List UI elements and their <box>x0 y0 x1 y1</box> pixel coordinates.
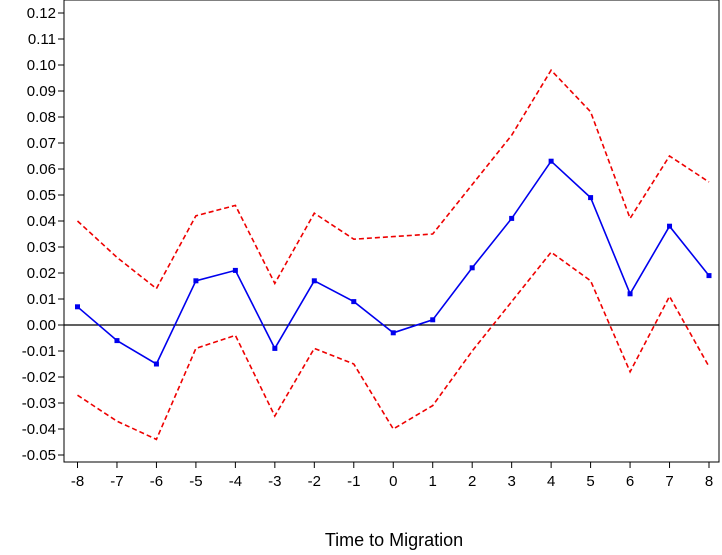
y-tick-label: 0.08 <box>27 109 56 126</box>
series-layer <box>75 68 712 441</box>
data-point-estimate <box>588 195 594 201</box>
x-tick-label: 3 <box>507 473 515 490</box>
y-tick-label: -0.03 <box>22 395 56 412</box>
data-point-estimate <box>548 158 554 164</box>
data-point-estimate <box>430 317 436 323</box>
x-tick-label: -4 <box>229 473 242 490</box>
y-axis-ticks: 0.12 0.11 0.10 0.09 0.08 0.07 0.06 0.05 0.04 0.03… <box>22 5 64 464</box>
data-point-estimate <box>667 223 673 229</box>
x-tick-label: 8 <box>705 473 713 490</box>
y-tick-label: 0.03 <box>27 239 56 256</box>
y-tick-label: 0.02 <box>27 265 56 282</box>
x-tick-label: -2 <box>308 473 321 490</box>
data-point-estimate <box>153 361 159 367</box>
x-tick-label: 4 <box>547 473 555 490</box>
x-tick-label: 6 <box>626 473 634 490</box>
y-tick-label: 0.11 <box>28 31 56 48</box>
y-tick-label: -0.04 <box>22 421 56 438</box>
y-tick-label: -0.05 <box>22 447 56 464</box>
series-line-lower-ci <box>77 251 710 441</box>
data-point-estimate <box>75 304 80 310</box>
x-tick-label: 2 <box>468 473 476 490</box>
y-tick-label: -0.01 <box>22 343 56 360</box>
x-axis-title: Time to Migration <box>325 530 463 550</box>
x-tick-label: 1 <box>429 473 437 490</box>
x-tick-label: 5 <box>586 473 594 490</box>
data-point-estimate <box>351 299 357 305</box>
data-point-estimate <box>390 330 396 336</box>
y-tick-label: 0.07 <box>27 135 56 152</box>
data-point-estimate <box>311 278 317 284</box>
data-point-estimate <box>627 291 633 297</box>
x-tick-label: 0 <box>389 473 397 490</box>
data-point-estimate <box>232 267 238 273</box>
x-tick-label: -8 <box>71 473 84 490</box>
y-tick-label: 0.05 <box>27 187 56 204</box>
y-tick-label: 0.06 <box>27 161 56 178</box>
x-tick-label: -3 <box>268 473 281 490</box>
data-point-estimate <box>509 215 515 221</box>
data-point-estimate <box>469 265 475 271</box>
x-tick-label: -7 <box>110 473 123 490</box>
x-tick-label: -1 <box>347 473 360 490</box>
y-tick-label: 0.04 <box>27 213 56 230</box>
data-point-estimate <box>114 338 120 344</box>
y-tick-label: 0.09 <box>27 83 56 100</box>
y-tick-label: -0.02 <box>22 369 56 386</box>
data-point-estimate <box>193 278 199 284</box>
plot-frame <box>63 0 720 463</box>
x-tick-label: 7 <box>665 473 673 490</box>
y-tick-label: 0.01 <box>27 291 56 308</box>
y-tick-label: 0.12 <box>27 5 56 22</box>
y-tick-label: 0.00 <box>27 317 56 334</box>
y-tick-label: 0.10 <box>27 57 56 74</box>
series-line-upper-ci <box>76 68 710 290</box>
data-point-estimate <box>272 345 278 351</box>
data-point-estimate <box>706 273 712 279</box>
x-tick-label: -5 <box>189 473 202 490</box>
x-tick-label: -6 <box>150 473 163 490</box>
x-axis-ticks: -8 -7 -6 -5 -4 -3 -2 -1 0 1 2 3 4 5 6 7 8 <box>71 462 713 490</box>
